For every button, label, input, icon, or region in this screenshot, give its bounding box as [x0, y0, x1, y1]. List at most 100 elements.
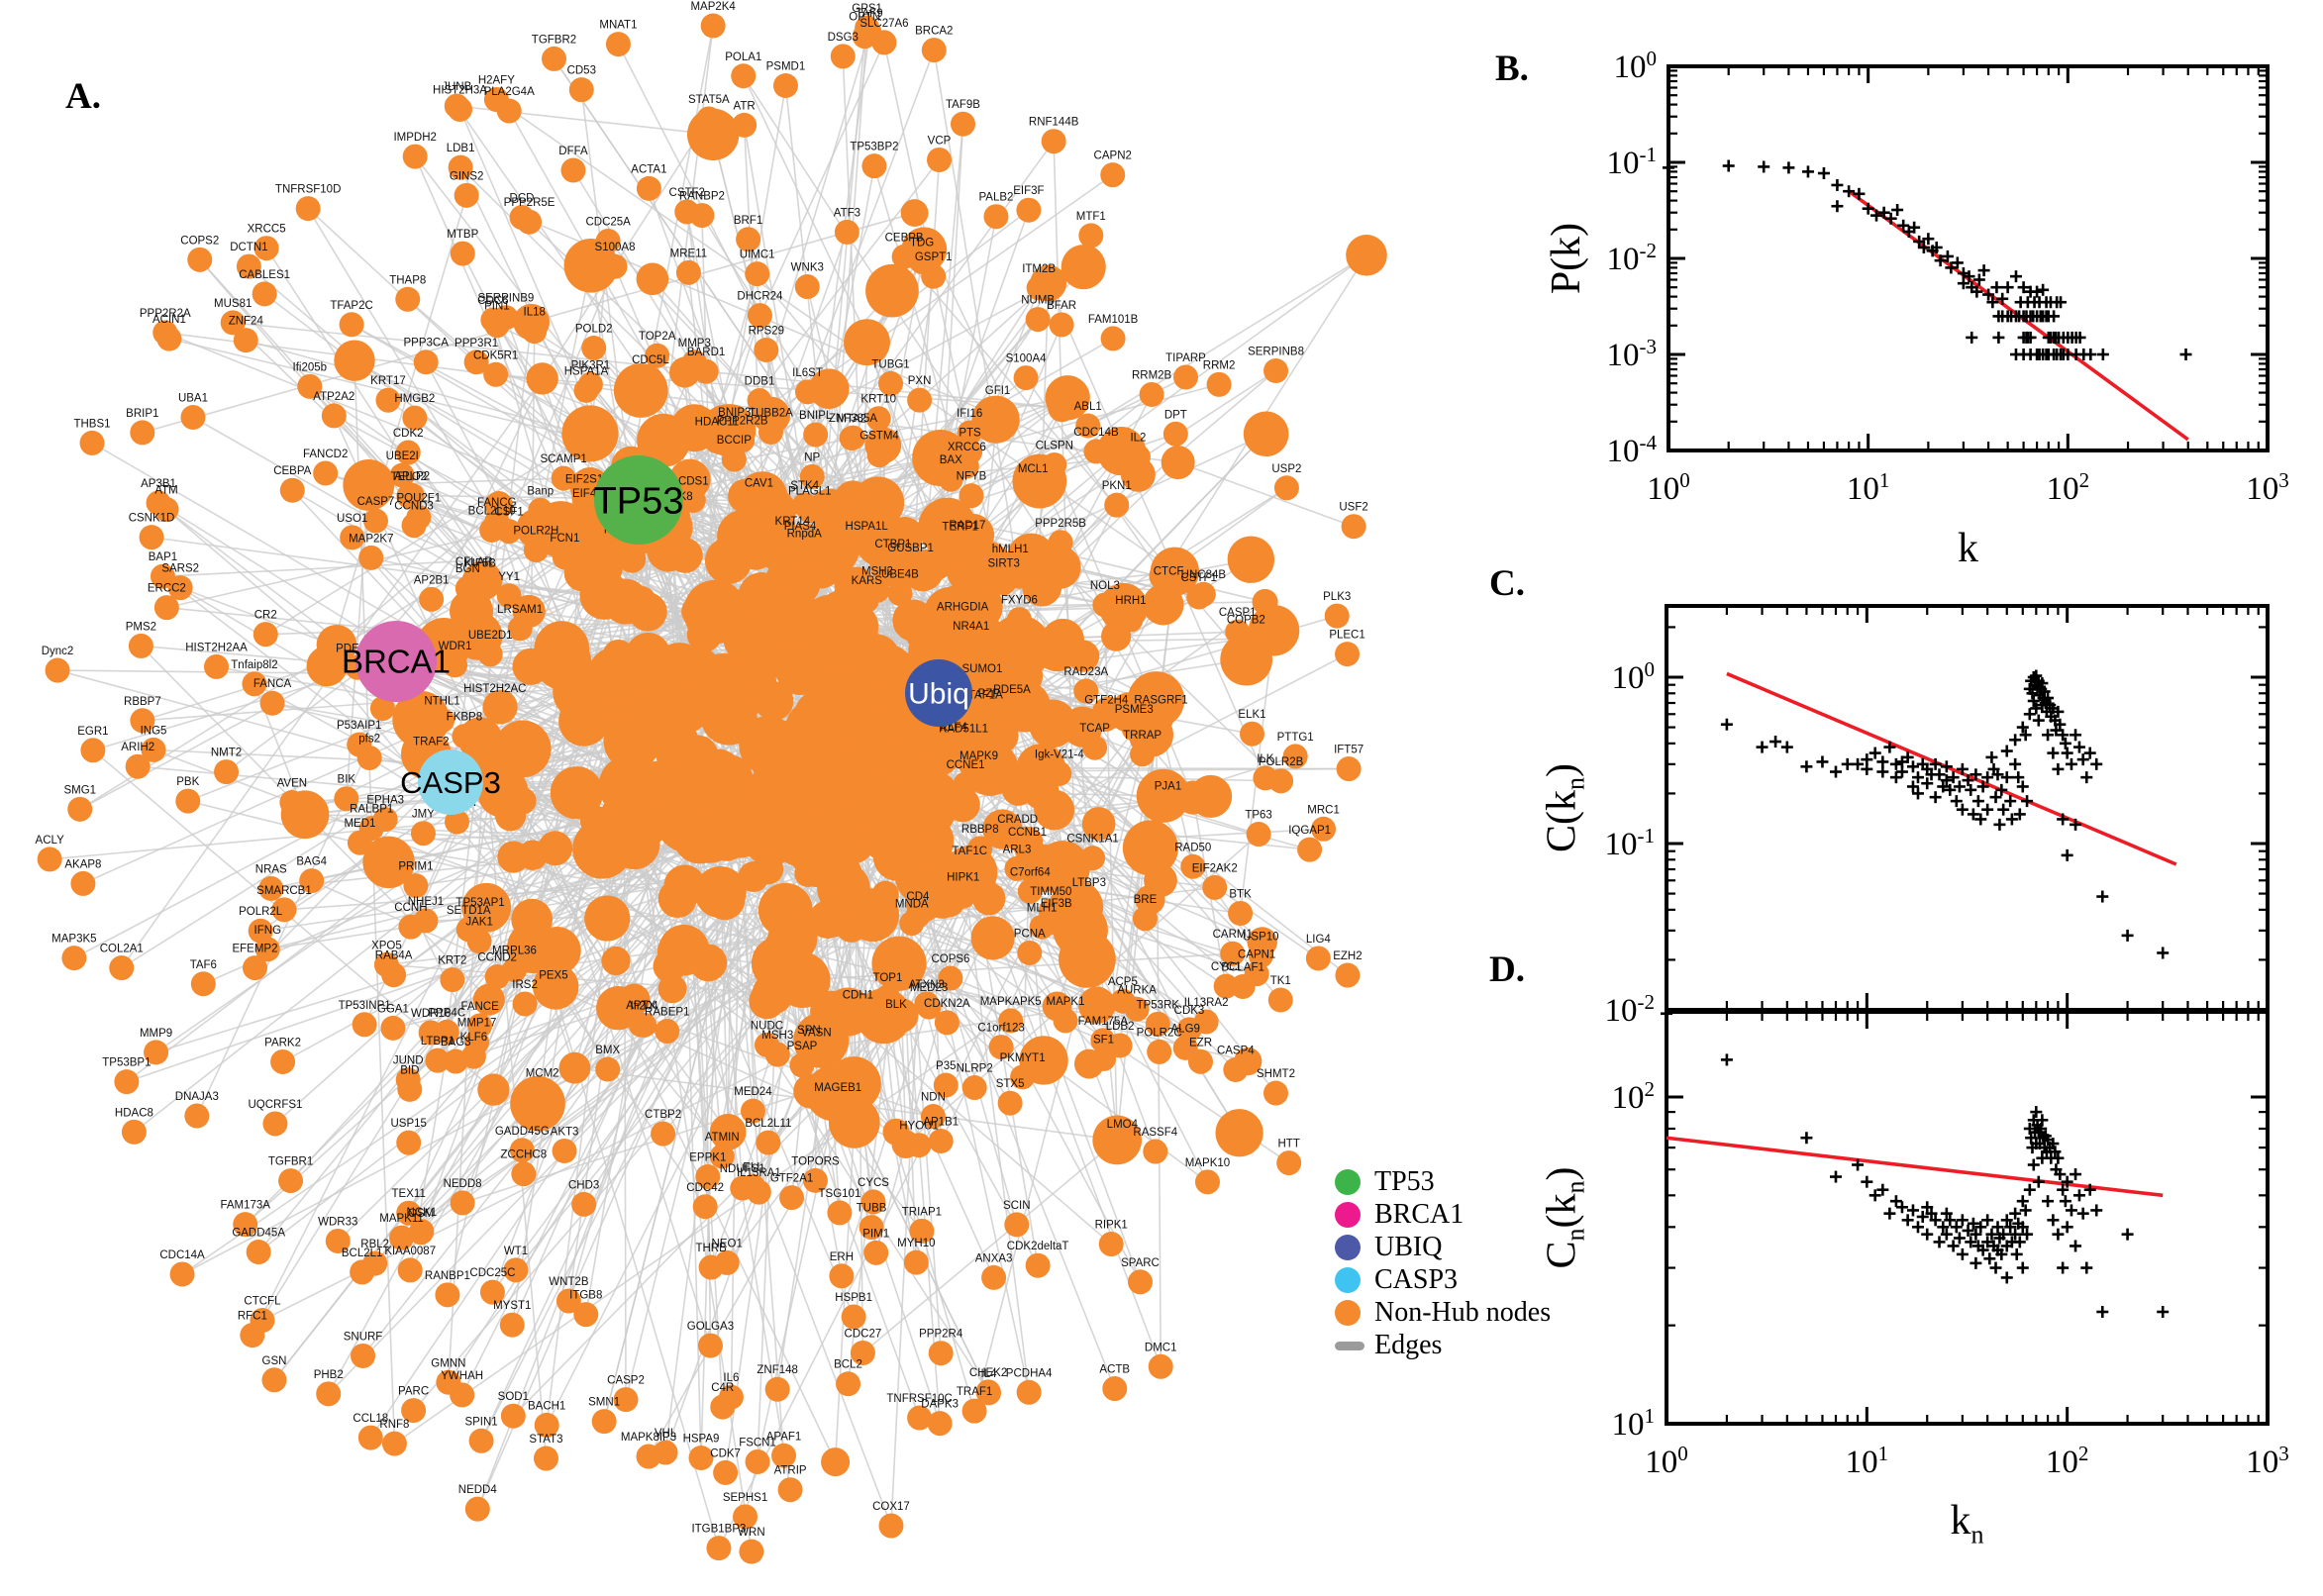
network-node-label: RAD23A — [1063, 666, 1108, 678]
network-node-label: NCK1 — [407, 1207, 438, 1219]
hub-node-tp53 — [594, 455, 683, 545]
network-node-label: IFT57 — [1334, 745, 1364, 756]
network-node — [139, 525, 164, 550]
network-node-label: NDN — [921, 1092, 946, 1104]
network-node-label: ITM2B — [1022, 263, 1056, 275]
network-node — [399, 482, 425, 508]
network-node-label: ITGB1BP3 — [691, 1524, 746, 1536]
network-node-label: STK4 — [790, 480, 819, 492]
network-node — [752, 972, 794, 1015]
network-node-label: SPN — [797, 1025, 821, 1037]
network-node-label: THRB — [695, 1243, 727, 1254]
network-node — [362, 508, 388, 534]
network-node-label: PPP2R5E — [504, 197, 556, 209]
network-node-label: ERH — [830, 1251, 854, 1263]
network-node — [1098, 1232, 1124, 1257]
network-node — [130, 420, 155, 446]
network-node-label: PTS — [959, 428, 981, 440]
network-node — [1053, 1008, 1078, 1034]
network-node — [898, 554, 924, 580]
network-node-label: SNURF — [344, 1331, 383, 1343]
network-node — [1162, 421, 1188, 447]
network-node-label: HIST2H2AA — [185, 642, 248, 653]
network-node-label: CFLAR — [455, 556, 493, 568]
x-tick-label: 102 — [2046, 468, 2090, 507]
network-node-label: CDC27 — [845, 1328, 882, 1340]
network-node — [1121, 716, 1147, 742]
network-node-label: HIST2H3A — [433, 84, 487, 96]
network-node — [79, 430, 105, 455]
network-node — [523, 538, 549, 563]
network-node-label: Ifi204 — [631, 1000, 659, 1012]
network-node — [1045, 375, 1090, 421]
network-node — [779, 1185, 805, 1211]
network-node-label: PDE5A — [993, 684, 1031, 696]
network-node — [1130, 742, 1156, 767]
network-node — [779, 922, 808, 950]
network-node — [836, 497, 891, 553]
x-tick-label: 100 — [1645, 1442, 1688, 1480]
network-node — [413, 349, 439, 375]
network-node — [372, 807, 398, 833]
network-node-label: ELK1 — [1238, 709, 1265, 721]
network-node — [61, 946, 87, 971]
network-node — [434, 1019, 459, 1045]
x-tick-label: 102 — [2045, 1442, 2089, 1480]
network-node-label: TUBB — [857, 1203, 887, 1215]
network-node-label: HIPK1 — [947, 871, 979, 883]
network-node — [1053, 902, 1108, 958]
network-node-label: MED24 — [734, 1086, 772, 1098]
network-node — [150, 563, 175, 589]
network-node — [584, 895, 631, 942]
network-node — [1267, 987, 1293, 1013]
network-node-label: EPPK1 — [689, 1152, 726, 1164]
network-node-label: POLR2L — [239, 906, 283, 918]
network-node-label: GADD45A — [232, 1228, 285, 1240]
panel-a-label: A. — [65, 76, 101, 117]
network-node-label: OSM — [408, 1208, 434, 1220]
network-node-label: SMN1 — [588, 1397, 620, 1409]
network-node-labels: PRIM1NHEJ1KLF4TFAP2CHIST2H3AMED1MSH3ERCC… — [36, 1, 1368, 1539]
network-node-label: MYH10 — [897, 1238, 935, 1249]
network-node — [603, 713, 661, 771]
network-node — [1020, 475, 1046, 501]
network-node-label: ATR — [734, 100, 756, 112]
network-node — [920, 1104, 946, 1130]
network-node — [419, 586, 445, 612]
network-node — [714, 1249, 740, 1275]
network-node-label: CDK7 — [710, 1447, 741, 1459]
network-node-label: ALG9 — [1171, 1023, 1200, 1035]
network-node — [144, 1040, 169, 1065]
network-node — [552, 1138, 577, 1163]
network-node — [141, 737, 166, 762]
network-node — [850, 1340, 875, 1365]
network-node-label: PARK2 — [264, 1037, 301, 1048]
network-node-label: NTHL1 — [424, 696, 459, 708]
network-node-label: STAT3 — [529, 1434, 562, 1446]
network-node-label: APAF1 — [766, 1431, 802, 1443]
network-node — [535, 634, 592, 691]
network-node — [347, 732, 372, 757]
network-node — [928, 1341, 954, 1366]
network-node — [556, 1288, 581, 1314]
network-node — [991, 570, 1017, 596]
network-node — [738, 571, 786, 620]
network-node — [483, 361, 509, 387]
network-node — [901, 754, 946, 800]
network-node-label: UNC84B — [1181, 569, 1227, 581]
network-node-label: WDR33 — [318, 1216, 357, 1228]
network-node — [601, 946, 631, 976]
network-node-label: TIPARP — [1165, 352, 1206, 364]
network-node-label: LRSAM1 — [497, 604, 543, 616]
network-node-label: CDK3 — [1174, 1005, 1205, 1017]
network-node-label: GSTM4 — [859, 431, 899, 443]
network-node — [175, 788, 201, 814]
network-node — [454, 575, 480, 601]
network-node-label: CR2 — [254, 610, 277, 622]
network-node — [190, 971, 216, 997]
network-node-label: TNFRSF10C — [886, 1393, 952, 1405]
network-node-label: HSPA1A — [564, 365, 609, 377]
network-node — [313, 460, 339, 486]
network-node — [169, 1261, 195, 1287]
network-node — [552, 545, 577, 570]
